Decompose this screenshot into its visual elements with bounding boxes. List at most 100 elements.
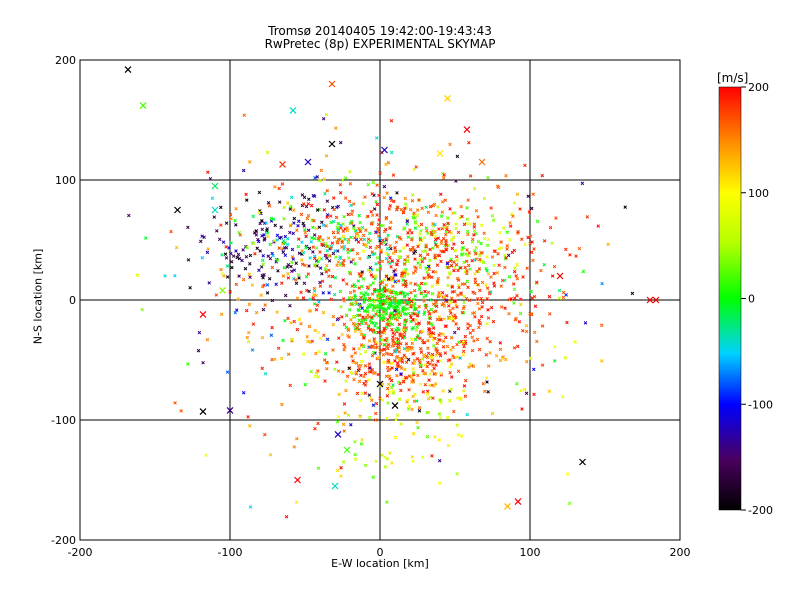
scatter-point [297, 276, 301, 280]
scatter-point [352, 202, 356, 206]
scatter-point [144, 236, 148, 240]
scatter-point [472, 258, 477, 262]
scatter-point [453, 330, 457, 335]
scatter-point [467, 251, 471, 255]
scatter-point [384, 251, 388, 256]
scatter-point [283, 241, 287, 245]
scatter-point [280, 281, 284, 285]
scatter-point [241, 390, 246, 395]
scatter-point [430, 292, 435, 296]
scatter-point [437, 227, 441, 231]
scatter-point [252, 231, 257, 235]
scatter-point [413, 269, 418, 273]
scatter-point [324, 263, 329, 268]
scatter-point [472, 225, 477, 229]
colorbar [718, 86, 742, 511]
scatter-point [301, 352, 306, 356]
scatter-point [313, 328, 317, 333]
scatter-point [400, 274, 404, 279]
scatter-point [366, 237, 371, 242]
scatter-point [422, 299, 426, 303]
scatter-point [410, 231, 414, 235]
scatter-point [343, 237, 347, 242]
scatter-point [486, 272, 491, 276]
scatter-point [466, 198, 470, 202]
cross-markers [124, 66, 660, 510]
scatter-point [202, 235, 206, 239]
scatter-point [395, 291, 400, 296]
scatter-point [353, 439, 357, 444]
scatter-point [210, 196, 215, 200]
scatter-point [290, 337, 294, 342]
scatter-point [393, 299, 398, 303]
scatter-point [358, 352, 363, 356]
scatter-point [304, 204, 309, 209]
scatter-point [312, 292, 316, 297]
scatter-point [439, 317, 443, 322]
scatter-point [433, 240, 437, 245]
scatter-point [392, 313, 397, 317]
scatter-point [434, 304, 439, 308]
scatter-point [357, 367, 362, 371]
scatter-point [212, 215, 217, 219]
scatter-point [412, 251, 416, 256]
scatter-point [470, 259, 474, 263]
scatter-point [347, 308, 352, 312]
scatter-point [363, 349, 368, 354]
scatter-point [380, 398, 385, 402]
scatter-point [430, 369, 434, 373]
scatter-point [401, 305, 406, 309]
scatter-point [455, 472, 459, 476]
y-axis-label: N-S location [km] [31, 248, 45, 345]
cross-marker [343, 446, 351, 454]
scatter-point [270, 325, 274, 330]
scatter-point [201, 360, 205, 365]
scatter-point [379, 223, 383, 228]
scatter-point [234, 206, 238, 211]
scatter-point [410, 341, 415, 346]
scatter-point [498, 341, 503, 345]
scatter-point [343, 196, 348, 200]
scatter-point [512, 269, 517, 274]
scatter-point [461, 245, 466, 250]
scatter-point [540, 173, 545, 178]
scatter-point [430, 284, 434, 289]
scatter-point [300, 240, 304, 244]
scatter-point [468, 331, 473, 335]
scatter-point [293, 278, 298, 282]
scatter-point [403, 307, 407, 312]
scatter-point [460, 248, 464, 252]
scatter-point [359, 359, 364, 364]
scatter-point [374, 321, 379, 326]
scatter-point [208, 177, 213, 181]
scatter-point [316, 259, 320, 264]
scatter-point [206, 247, 210, 251]
scatter-point [396, 259, 400, 263]
scatter-point [437, 315, 442, 319]
scatter-point [338, 183, 343, 187]
scatter-point [349, 212, 354, 216]
scatter-point [452, 355, 456, 360]
scatter-point [320, 220, 324, 225]
scatter-point [532, 367, 536, 372]
scatter-point [220, 253, 224, 257]
scatter-point [442, 304, 447, 308]
scatter-point [455, 258, 459, 262]
scatter-point [395, 413, 400, 417]
scatter-point [331, 348, 335, 352]
scatter-point [424, 303, 428, 308]
scatter-point [388, 226, 392, 230]
scatter-point [430, 358, 434, 363]
scatter-point [448, 365, 452, 369]
scatter-point [444, 247, 448, 251]
cross-marker [652, 296, 660, 304]
scatter-point [503, 253, 507, 257]
scatter-point [529, 206, 534, 211]
scatter-point [224, 221, 229, 225]
scatter-point [374, 411, 378, 416]
scatter-point [387, 297, 392, 301]
scatter-point [532, 294, 537, 299]
scatter-point [372, 371, 377, 375]
x-tick-label: 100 [520, 546, 541, 559]
